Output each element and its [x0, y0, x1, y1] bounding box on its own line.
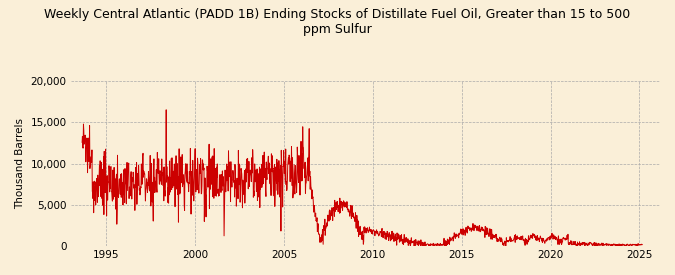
Y-axis label: Thousand Barrels: Thousand Barrels	[15, 118, 25, 209]
Text: Weekly Central Atlantic (PADD 1B) Ending Stocks of Distillate Fuel Oil, Greater : Weekly Central Atlantic (PADD 1B) Ending…	[45, 8, 630, 36]
